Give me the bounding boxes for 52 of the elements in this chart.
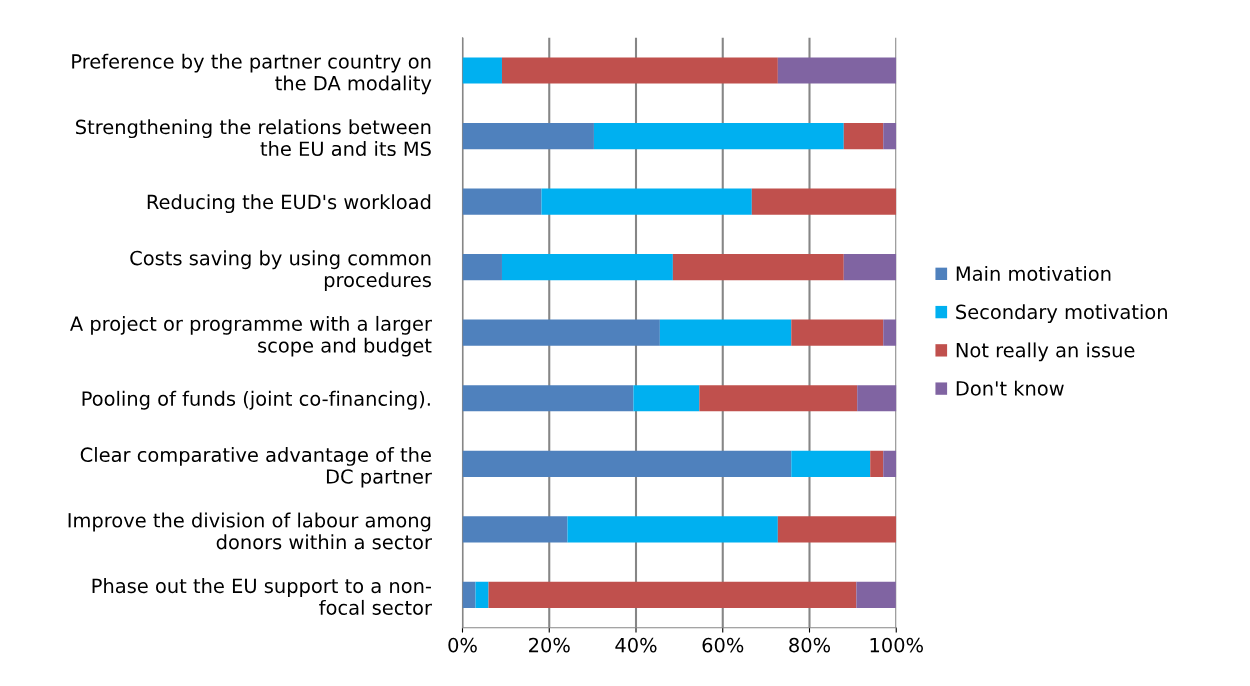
bar (488, 581, 857, 609)
legend-label: Secondary motivation (956, 304, 1167, 323)
y-tick-label: Improve the division of labour among donors within a sector (68, 512, 432, 550)
bar (856, 581, 896, 609)
bar (462, 188, 542, 215)
bar (462, 122, 594, 150)
y-tick-label: Phase out the EU support to a non- focal sector (92, 578, 432, 615)
bar (567, 516, 778, 543)
bar (791, 319, 884, 346)
x-tick-label: 0% (448, 637, 477, 653)
bar (462, 385, 634, 412)
bar (501, 254, 673, 281)
legend-label: Main motivation (956, 265, 1111, 281)
bar (541, 188, 752, 215)
bar (462, 450, 792, 477)
x-tick-label: 100% (870, 637, 923, 653)
bar (777, 57, 897, 84)
y-tick-label: Clear comparative advantage of the DC partner (80, 447, 432, 488)
legend-label: Not really an issue (956, 342, 1135, 362)
bar (462, 319, 660, 346)
x-tick-label: 80% (789, 637, 831, 653)
bar (883, 450, 897, 477)
x-tick-label: 20% (529, 637, 570, 653)
bar (791, 450, 871, 477)
bar (462, 516, 568, 543)
y-tick-label: A project or programme with a larger scope and budget (70, 315, 432, 357)
bar (843, 254, 897, 281)
bar (883, 319, 897, 346)
x-tick-label: 60% (702, 637, 744, 653)
bar (659, 319, 792, 346)
bar (751, 188, 897, 215)
bar (777, 516, 897, 543)
y-tick-label: Costs saving by using common procedures (130, 250, 431, 291)
x-tick-label: 40% (615, 637, 657, 653)
bar (475, 581, 489, 609)
bar (593, 122, 844, 150)
bar (843, 122, 884, 150)
bar (462, 57, 502, 84)
y-tick-label: Pooling of funds (joint co-financing). (82, 390, 430, 410)
bar (883, 122, 897, 150)
bar (462, 254, 502, 281)
y-tick-label: Strengthening the relations between the EU and its MS (76, 119, 431, 157)
bar (870, 450, 884, 477)
y-tick-label: Preference by the partner country on the DA modality (72, 53, 432, 95)
bar (672, 254, 844, 281)
bar (462, 581, 476, 609)
bar (633, 385, 700, 412)
bar (501, 57, 778, 84)
bar (857, 385, 897, 412)
y-tick-label: Reducing the EUD's workload (147, 194, 431, 214)
bar (699, 385, 858, 412)
legend-label: Don't know (956, 380, 1064, 396)
